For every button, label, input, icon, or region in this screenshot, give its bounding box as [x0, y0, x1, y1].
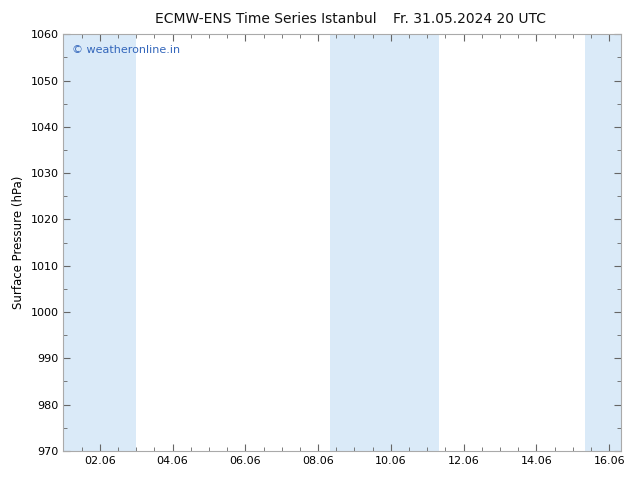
Y-axis label: Surface Pressure (hPa): Surface Pressure (hPa): [12, 176, 25, 309]
Text: ECMW-ENS Time Series Istanbul: ECMW-ENS Time Series Istanbul: [155, 12, 377, 26]
Bar: [63, 34, 136, 451]
Bar: [585, 34, 621, 451]
Bar: [403, 34, 439, 451]
Text: Fr. 31.05.2024 20 UTC: Fr. 31.05.2024 20 UTC: [392, 12, 546, 26]
Bar: [330, 34, 403, 451]
Text: © weatheronline.in: © weatheronline.in: [72, 45, 180, 55]
